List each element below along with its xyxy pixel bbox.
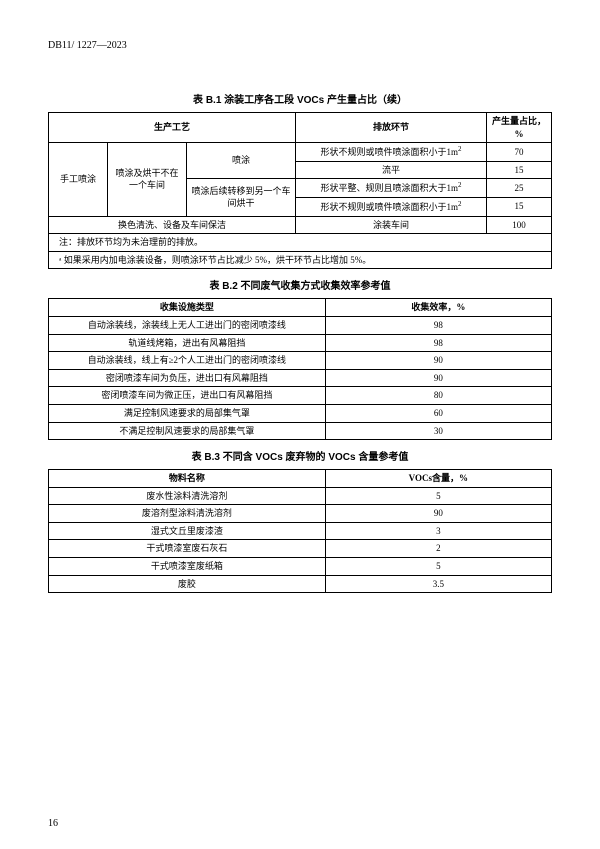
cell: 换色清洗、设备及车间保洁 [49, 216, 296, 234]
cell: 密闭喷漆车间为负压，进出口有风幕阻挡 [49, 369, 326, 387]
th: VOCs含量，% [325, 470, 551, 488]
table-b2-title: 表 B.2 不同废气收集方式收集效率参考值 [48, 277, 552, 292]
cell: 90 [325, 505, 551, 523]
doc-code: DB11/ 1227—2023 [48, 40, 552, 51]
cell: 废胶 [49, 575, 326, 593]
cell: 3 [325, 522, 551, 540]
cell: 98 [325, 334, 551, 352]
cell: 2 [325, 540, 551, 558]
table-b1-header-row: 生产工艺 排放环节 产生量占比，% [49, 113, 552, 143]
note-cell: 注：排放环节均为未治理前的排放。 [49, 234, 552, 252]
cell: 90 [325, 369, 551, 387]
cell: 自动涂装线，线上有≥2个人工进出门的密闭喷漆线 [49, 352, 326, 370]
cell: 干式喷漆室废纸箱 [49, 558, 326, 576]
cell: 湿式文丘里废漆渣 [49, 522, 326, 540]
table-row: 轨道线烤箱，进出有风幕阻挡98 [49, 334, 552, 352]
cell: 5 [325, 558, 551, 576]
cell: 25 [487, 179, 552, 198]
table-row: 干式喷漆室废纸箱5 [49, 558, 552, 576]
th: 收集设施类型 [49, 299, 326, 317]
cell: 98 [325, 316, 551, 334]
th-link: 排放环节 [296, 113, 487, 143]
table-row: 换色清洗、设备及车间保洁 涂装车间 100 [49, 216, 552, 234]
cell: 80 [325, 387, 551, 405]
table-row: 自动涂装线，涂装线上无人工进出门的密闭喷漆线98 [49, 316, 552, 334]
table-row: 满足控制风速要求的局部集气罩60 [49, 404, 552, 422]
cell: 70 [487, 143, 552, 162]
cell: 喷涂 [187, 143, 296, 179]
table-row: 密闭喷漆车间为微正压，进出口有风幕阻挡80 [49, 387, 552, 405]
page-number: 16 [48, 818, 58, 829]
cell: 100 [487, 216, 552, 234]
table-b3-title: 表 B.3 不同含 VOCs 废弃物的 VOCs 含量参考值 [48, 448, 552, 463]
cell: 流平 [296, 161, 487, 179]
cell: 形状不规则或喷件喷涂面积小于1m2 [296, 143, 487, 162]
cell: 自动涂装线，涂装线上无人工进出门的密闭喷漆线 [49, 316, 326, 334]
cell: 15 [487, 161, 552, 179]
th-ratio: 产生量占比，% [487, 113, 552, 143]
table-b2: 收集设施类型 收集效率，% 自动涂装线，涂装线上无人工进出门的密闭喷漆线98 轨… [48, 298, 552, 440]
cell: 干式喷漆室废石灰石 [49, 540, 326, 558]
th-process: 生产工艺 [49, 113, 296, 143]
table-row: 废胶3.5 [49, 575, 552, 593]
cell: 形状不规则或喷件喷涂面积小于1m2 [296, 197, 487, 216]
table-b1-title: 表 B.1 涂装工序各工段 VOCs 产生量占比（续） [48, 91, 552, 106]
table-row: 自动涂装线，线上有≥2个人工进出门的密闭喷漆线90 [49, 352, 552, 370]
table-note-row: 注：排放环节均为未治理前的排放。 [49, 234, 552, 252]
cell: 3.5 [325, 575, 551, 593]
cell: 涂装车间 [296, 216, 487, 234]
cell: 30 [325, 422, 551, 440]
cell: 密闭喷漆车间为微正压，进出口有风幕阻挡 [49, 387, 326, 405]
table-row: 废溶剂型涂料清洗溶剂90 [49, 505, 552, 523]
table-b3-header-row: 物料名称 VOCs含量，% [49, 470, 552, 488]
table-row: 湿式文丘里废漆渣3 [49, 522, 552, 540]
cell: 手工喷涂 [49, 143, 108, 216]
table-row: 不满足控制风速要求的局部集气罩30 [49, 422, 552, 440]
cell: 90 [325, 352, 551, 370]
th: 收集效率，% [325, 299, 551, 317]
footnote-cell: ᵃ 如果采用内加电涂装设备，则喷涂环节占比减少 5%，烘干环节占比增加 5%。 [49, 251, 552, 269]
table-b2-header-row: 收集设施类型 收集效率，% [49, 299, 552, 317]
table-row: 废水性涂料清洗溶剂5 [49, 487, 552, 505]
table-b1: 生产工艺 排放环节 产生量占比，% 手工喷涂 喷涂及烘干不在一个车间 喷涂 形状… [48, 112, 552, 269]
table-row: 手工喷涂 喷涂及烘干不在一个车间 喷涂 形状不规则或喷件喷涂面积小于1m2 70 [49, 143, 552, 162]
table-footnote-row: ᵃ 如果采用内加电涂装设备，则喷涂环节占比减少 5%，烘干环节占比增加 5%。 [49, 251, 552, 269]
cell: 60 [325, 404, 551, 422]
cell: 废溶剂型涂料清洗溶剂 [49, 505, 326, 523]
table-row: 密闭喷漆车间为负压，进出口有风幕阻挡90 [49, 369, 552, 387]
cell: 废水性涂料清洗溶剂 [49, 487, 326, 505]
cell: 不满足控制风速要求的局部集气罩 [49, 422, 326, 440]
th: 物料名称 [49, 470, 326, 488]
cell: 15 [487, 197, 552, 216]
cell: 喷涂及烘干不在一个车间 [108, 143, 187, 216]
cell: 满足控制风速要求的局部集气罩 [49, 404, 326, 422]
page: DB11/ 1227—2023 表 B.1 涂装工序各工段 VOCs 产生量占比… [0, 0, 600, 849]
cell: 形状平整、规则且喷涂面积大于1m2 [296, 179, 487, 198]
cell: 轨道线烤箱，进出有风幕阻挡 [49, 334, 326, 352]
table-b3: 物料名称 VOCs含量，% 废水性涂料清洗溶剂5 废溶剂型涂料清洗溶剂90 湿式… [48, 469, 552, 593]
cell: 5 [325, 487, 551, 505]
table-row: 干式喷漆室废石灰石2 [49, 540, 552, 558]
cell: 喷涂后续转移到另一个车间烘干 [187, 179, 296, 216]
